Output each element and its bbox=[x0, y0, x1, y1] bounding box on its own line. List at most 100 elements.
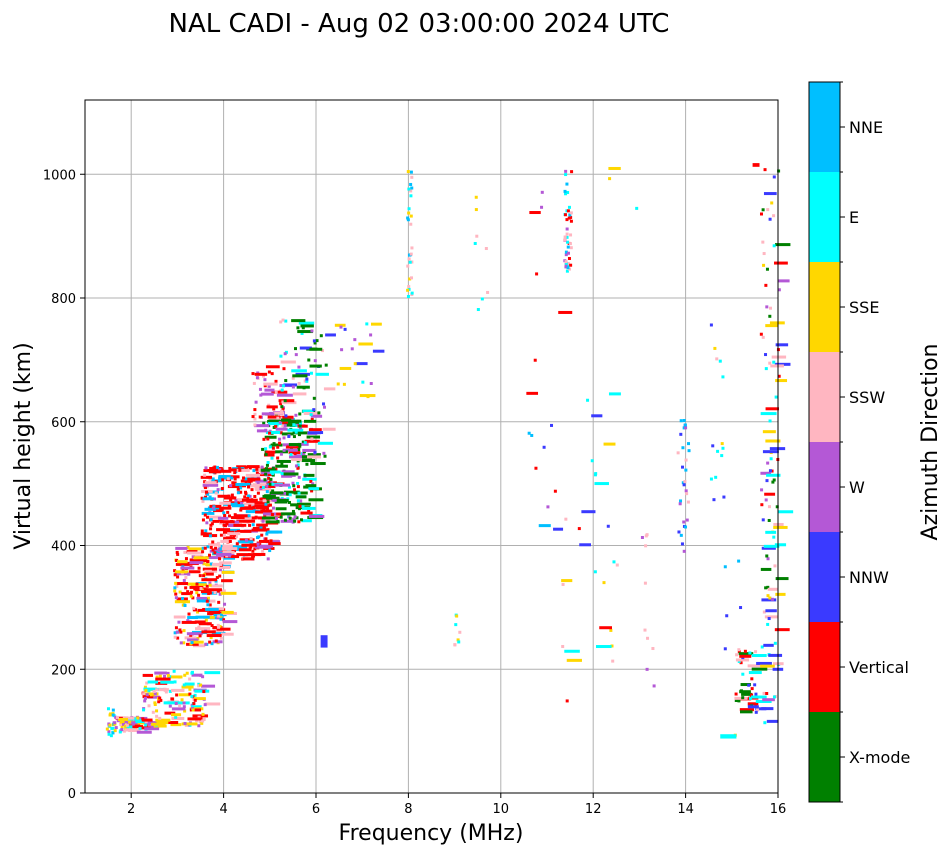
data-point bbox=[272, 442, 276, 446]
data-point bbox=[184, 682, 195, 686]
data-point bbox=[755, 707, 767, 711]
data-point bbox=[241, 543, 257, 547]
data-point bbox=[737, 699, 741, 703]
data-point bbox=[308, 498, 324, 502]
data-point bbox=[297, 433, 301, 437]
data-point bbox=[297, 520, 301, 524]
data-point bbox=[254, 400, 258, 404]
data-point bbox=[267, 370, 271, 374]
data-point bbox=[247, 514, 251, 518]
data-point bbox=[760, 503, 764, 507]
data-point bbox=[188, 687, 192, 691]
data-point bbox=[279, 515, 283, 519]
data-point bbox=[293, 347, 297, 351]
data-point bbox=[269, 539, 273, 543]
data-point bbox=[192, 702, 196, 706]
data-point bbox=[593, 473, 597, 477]
data-point bbox=[305, 377, 309, 381]
data-point bbox=[201, 675, 205, 679]
data-point bbox=[205, 607, 219, 611]
data-point bbox=[775, 577, 789, 581]
data-point bbox=[566, 658, 582, 662]
data-point bbox=[223, 602, 227, 606]
data-point bbox=[223, 556, 236, 560]
data-point bbox=[134, 717, 138, 721]
data-point bbox=[279, 431, 283, 435]
data-point bbox=[168, 704, 172, 708]
data-point bbox=[280, 418, 292, 422]
data-point bbox=[177, 560, 188, 564]
data-point bbox=[297, 442, 309, 446]
data-point bbox=[105, 727, 109, 731]
data-point bbox=[251, 372, 255, 376]
data-point bbox=[296, 326, 300, 330]
data-point bbox=[179, 641, 183, 645]
data-point bbox=[262, 494, 266, 498]
data-point bbox=[768, 217, 772, 221]
data-point bbox=[172, 669, 176, 673]
x-tick-label: 10 bbox=[493, 802, 510, 817]
data-point bbox=[679, 432, 683, 436]
data-point bbox=[291, 481, 295, 485]
data-point bbox=[652, 684, 656, 688]
data-point bbox=[748, 705, 759, 709]
data-point bbox=[220, 469, 232, 473]
data-point bbox=[190, 640, 204, 644]
data-point bbox=[682, 520, 686, 524]
data-point bbox=[204, 490, 208, 494]
data-point bbox=[204, 466, 208, 470]
data-point bbox=[406, 218, 410, 222]
data-point bbox=[133, 716, 148, 720]
data-point bbox=[175, 570, 189, 574]
data-point bbox=[196, 636, 200, 640]
data-point bbox=[159, 698, 163, 702]
data-point bbox=[767, 617, 771, 621]
data-point bbox=[202, 718, 206, 722]
data-point bbox=[114, 715, 118, 719]
data-point bbox=[193, 587, 206, 591]
data-point bbox=[767, 518, 771, 522]
data-point bbox=[251, 549, 255, 553]
data-point bbox=[224, 528, 241, 532]
data-point bbox=[203, 546, 207, 550]
data-point bbox=[278, 437, 282, 441]
data-point bbox=[106, 707, 110, 711]
data-point bbox=[739, 606, 743, 610]
data-point bbox=[777, 374, 781, 378]
data-point bbox=[295, 516, 299, 520]
data-point bbox=[264, 428, 268, 432]
data-point bbox=[155, 677, 171, 681]
data-point bbox=[248, 504, 252, 508]
data-point bbox=[561, 579, 573, 583]
data-point bbox=[209, 562, 213, 566]
data-point bbox=[741, 692, 753, 696]
data-point bbox=[178, 590, 182, 594]
data-point bbox=[323, 387, 336, 391]
data-point bbox=[774, 362, 791, 366]
data-point bbox=[644, 534, 648, 538]
data-point bbox=[182, 641, 186, 645]
data-point bbox=[217, 494, 230, 498]
data-point bbox=[206, 545, 210, 549]
data-point bbox=[294, 430, 298, 434]
data-point bbox=[533, 358, 537, 362]
data-point bbox=[577, 527, 581, 531]
data-point bbox=[239, 490, 243, 494]
data-point bbox=[735, 658, 750, 662]
data-point bbox=[136, 716, 140, 720]
data-point bbox=[276, 498, 289, 502]
data-point bbox=[767, 587, 779, 591]
data-point bbox=[590, 459, 594, 463]
data-points bbox=[105, 163, 794, 739]
data-point bbox=[216, 627, 231, 631]
data-point bbox=[208, 495, 212, 499]
data-point bbox=[204, 671, 221, 675]
data-point bbox=[774, 628, 790, 632]
data-point bbox=[249, 545, 253, 549]
data-point bbox=[203, 703, 207, 707]
data-point bbox=[219, 520, 235, 524]
data-point bbox=[293, 452, 297, 456]
data-point bbox=[124, 720, 128, 724]
data-point bbox=[542, 445, 546, 449]
colorbar-label: W bbox=[849, 478, 865, 497]
